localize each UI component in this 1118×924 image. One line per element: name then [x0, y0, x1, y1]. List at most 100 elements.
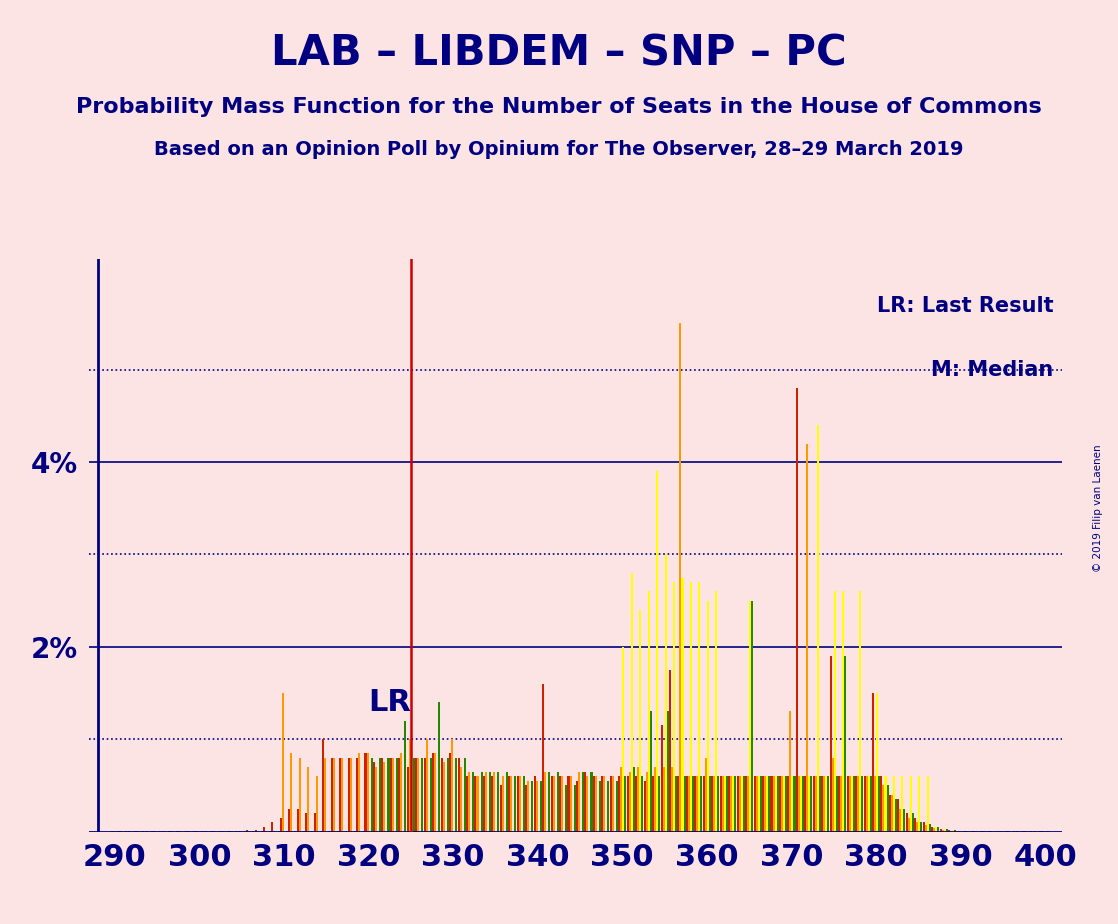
- Bar: [303, 831, 305, 832]
- Bar: [514, 776, 517, 832]
- Bar: [552, 776, 555, 832]
- Bar: [149, 831, 151, 832]
- Bar: [491, 776, 493, 832]
- Bar: [817, 425, 818, 832]
- Bar: [607, 781, 609, 832]
- Bar: [153, 831, 155, 832]
- Bar: [174, 831, 176, 832]
- Bar: [500, 785, 502, 832]
- Bar: [941, 830, 944, 832]
- Bar: [235, 831, 237, 832]
- Bar: [840, 776, 842, 832]
- Bar: [120, 831, 121, 832]
- Bar: [212, 831, 215, 832]
- Bar: [218, 831, 220, 832]
- Bar: [544, 772, 547, 832]
- Bar: [595, 776, 597, 832]
- Bar: [521, 831, 523, 832]
- Bar: [155, 831, 158, 832]
- Bar: [1033, 831, 1034, 832]
- Bar: [565, 785, 567, 832]
- Bar: [144, 831, 146, 832]
- Bar: [929, 824, 931, 832]
- Bar: [716, 591, 718, 832]
- Bar: [637, 767, 639, 832]
- Bar: [370, 758, 372, 832]
- Bar: [659, 776, 661, 832]
- Bar: [915, 818, 917, 832]
- Bar: [358, 753, 360, 832]
- Bar: [859, 591, 861, 832]
- Bar: [1005, 831, 1007, 832]
- Bar: [863, 776, 865, 832]
- Bar: [239, 831, 241, 832]
- Bar: [168, 831, 170, 832]
- Bar: [132, 831, 134, 832]
- Bar: [811, 776, 813, 832]
- Bar: [158, 831, 159, 832]
- Bar: [741, 776, 742, 832]
- Bar: [925, 825, 927, 832]
- Bar: [991, 831, 993, 832]
- Bar: [1012, 831, 1013, 832]
- Bar: [642, 776, 643, 832]
- Bar: [293, 831, 294, 832]
- Bar: [986, 831, 988, 832]
- Bar: [673, 582, 675, 832]
- Bar: [627, 776, 628, 832]
- Text: LR: Last Result: LR: Last Result: [877, 296, 1053, 316]
- Bar: [799, 776, 802, 832]
- Bar: [944, 829, 946, 832]
- Bar: [896, 799, 897, 832]
- Bar: [585, 772, 587, 832]
- Bar: [123, 831, 125, 832]
- Bar: [434, 753, 436, 832]
- Bar: [429, 758, 432, 832]
- Bar: [426, 739, 428, 832]
- Bar: [838, 776, 840, 832]
- Bar: [720, 776, 722, 832]
- Bar: [967, 831, 969, 832]
- Bar: [785, 776, 787, 832]
- Bar: [889, 795, 891, 832]
- Bar: [548, 772, 550, 832]
- Bar: [728, 776, 730, 832]
- Bar: [694, 776, 697, 832]
- Bar: [305, 813, 307, 832]
- Bar: [402, 831, 405, 832]
- Bar: [161, 831, 163, 832]
- Bar: [274, 831, 275, 832]
- Bar: [369, 831, 370, 832]
- Bar: [272, 822, 274, 832]
- Bar: [877, 693, 878, 832]
- Bar: [536, 781, 538, 832]
- Bar: [555, 831, 557, 832]
- Bar: [976, 831, 977, 832]
- Bar: [775, 776, 777, 832]
- Bar: [762, 776, 764, 832]
- Bar: [510, 776, 512, 832]
- Bar: [783, 776, 785, 832]
- Bar: [407, 767, 409, 832]
- Bar: [440, 758, 443, 832]
- Bar: [265, 831, 267, 832]
- Bar: [275, 831, 277, 832]
- Bar: [756, 776, 758, 832]
- Bar: [777, 776, 778, 832]
- Bar: [880, 776, 882, 832]
- Bar: [654, 767, 656, 832]
- Bar: [950, 831, 953, 832]
- Bar: [614, 831, 616, 832]
- Bar: [339, 758, 341, 832]
- Bar: [587, 776, 588, 832]
- Bar: [792, 776, 794, 832]
- Bar: [533, 776, 536, 832]
- Bar: [364, 753, 367, 832]
- Bar: [779, 776, 781, 832]
- Bar: [542, 684, 544, 832]
- Bar: [796, 388, 798, 832]
- Bar: [768, 776, 770, 832]
- Bar: [320, 831, 322, 832]
- Bar: [893, 776, 896, 832]
- Bar: [1041, 831, 1043, 832]
